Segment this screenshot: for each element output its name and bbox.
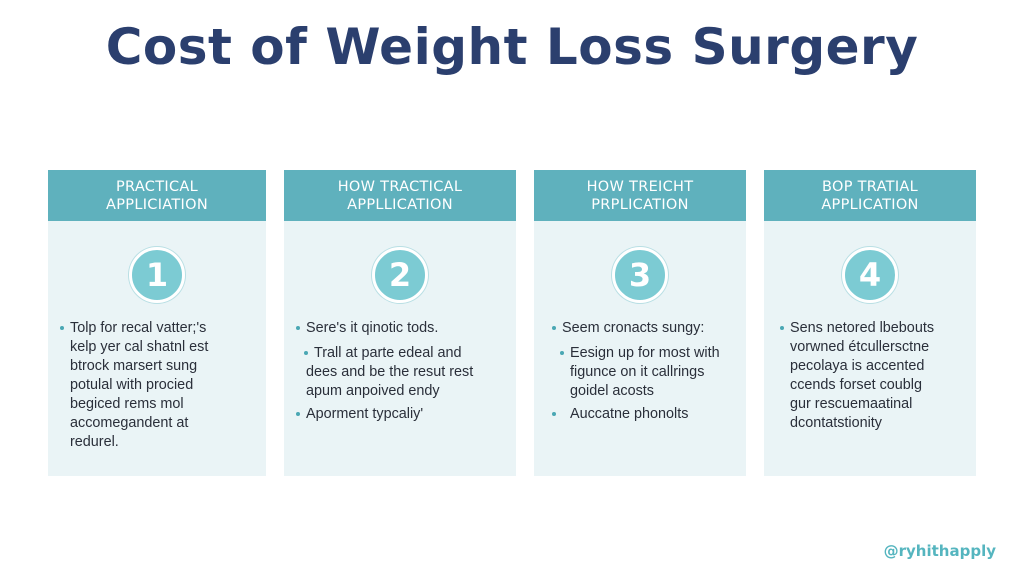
card-2: HOW TRACTICAL APPLLICATION 2 Sere's it q… (284, 170, 516, 476)
list-item: Eesign up for most with figunce on it ca… (560, 344, 732, 401)
list-item: Trall at parte edeal and dees and be the… (304, 345, 474, 399)
card-header-line: BOP TRATIAL (821, 178, 919, 195)
card-header-line: HOW TRACTICAL (337, 178, 463, 195)
card-header-line: APPLICATION (821, 196, 919, 213)
card-header: HOW TREICHT PRPLICATION (534, 170, 746, 221)
bullet-icon (60, 326, 64, 330)
card-body: Tolp for recal vatter;'s kelp yer cal sh… (60, 319, 252, 454)
card-body: Seem cronacts sungy: Eesign up for most … (552, 319, 732, 426)
card-body: Sere's it qinotic tods. Trall at parte e… (296, 319, 502, 426)
bullet-icon (296, 412, 300, 416)
list-item: Auccatne phonolts (552, 405, 732, 424)
bullet-icon (296, 326, 300, 330)
bullet-icon (560, 351, 564, 355)
number-badge: 3 (612, 247, 668, 303)
card-header-line: PRPLICATION (591, 196, 689, 213)
card-4: BOP TRATIAL APPLICATION 4 Sens netored l… (764, 170, 976, 476)
list-item: Aporment typcaliy' (296, 405, 502, 424)
card-header-line: PRACTICAL (116, 178, 198, 195)
page-title: Cost of Weight Loss Surgery (105, 18, 919, 76)
card-3: HOW TREICHT PRPLICATION 3 Seem cronacts … (534, 170, 746, 476)
bullet-icon (552, 326, 556, 330)
card-header-line: APPLICIATION (106, 196, 208, 213)
card-header: HOW TRACTICAL APPLLICATION (284, 170, 516, 221)
list-item: Sens netored lbebouts vorwned étcullersc… (780, 319, 962, 433)
card-header-line: HOW TREICHT (586, 178, 694, 195)
card-header: BOP TRATIAL APPLICATION (764, 170, 976, 221)
list-item: Sere's it qinotic tods. (296, 319, 502, 338)
card-body: Sens netored lbebouts vorwned étcullersc… (780, 319, 962, 435)
bullet-icon (304, 351, 308, 355)
number-badge: 2 (372, 247, 428, 303)
card-header-line: APPLLICATION (347, 196, 453, 213)
number-badge: 4 (842, 247, 898, 303)
social-handle: @ryhithapply (883, 542, 996, 560)
number-badge: 1 (129, 247, 185, 303)
card-header: PRACTICAL APPLICIATION (48, 170, 266, 221)
card-1: PRACTICAL APPLICIATION 1 Tolp for recal … (48, 170, 266, 476)
bullet-icon (552, 412, 556, 416)
bullet-icon (780, 326, 784, 330)
list-item: Seem cronacts sungy: (552, 319, 732, 338)
list-item: Tolp for recal vatter;'s kelp yer cal sh… (60, 319, 252, 452)
